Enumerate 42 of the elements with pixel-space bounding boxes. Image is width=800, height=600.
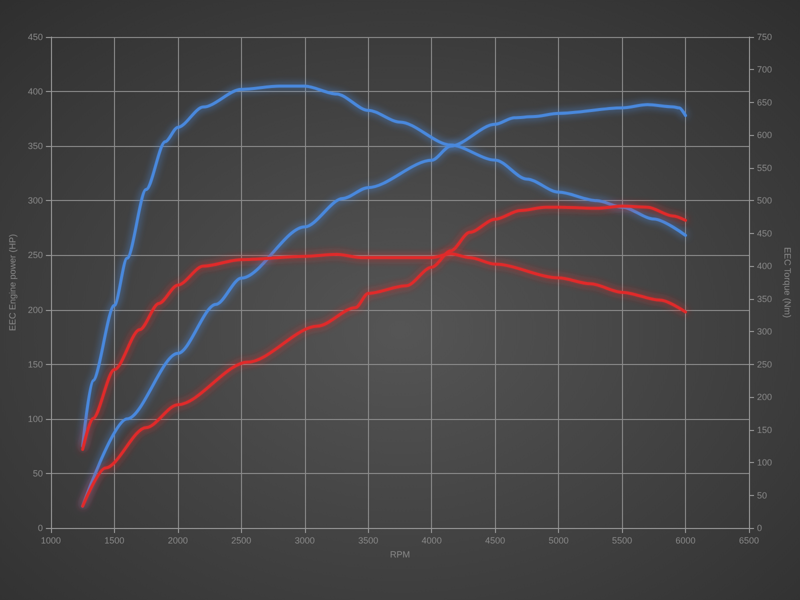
y-tick-label: 100 (28, 414, 43, 424)
y2-tick-label: 650 (757, 97, 772, 108)
y-tick-label: 0 (38, 523, 43, 533)
line-series (81, 204, 688, 508)
y2-tick-label: 750 (757, 32, 772, 42)
y-tick-label: 50 (32, 468, 43, 478)
x-tick-label: 6000 (676, 536, 696, 546)
y2-tick-label: 200 (757, 392, 772, 402)
y-tick-label: 150 (28, 359, 43, 370)
y-tick-label: 200 (28, 304, 43, 315)
x-axis-title: RPM (390, 550, 410, 560)
x-tick-label: 6500 (738, 536, 760, 546)
y2-tick-label: 450 (757, 228, 772, 238)
y2-tick-label: 150 (757, 424, 772, 435)
y2-tick-label: 0 (757, 523, 762, 533)
y-tick-label: 350 (28, 141, 43, 152)
x-tick-label: 5000 (548, 536, 569, 546)
y2-tick-label: 350 (757, 294, 772, 304)
y2-tick-label: 700 (757, 64, 772, 75)
y-tick-label: 450 (28, 32, 43, 42)
y2-tick-label: 250 (757, 359, 772, 370)
y2-tick-label: 50 (757, 490, 768, 500)
x-tick-label: 2500 (231, 536, 252, 546)
y2-tick-label: 500 (757, 196, 772, 206)
x-tick-label: 5500 (612, 536, 632, 546)
y2-tick-label: 550 (757, 162, 772, 173)
y2-tick-label: 600 (757, 130, 772, 140)
y2-tick-label: 100 (757, 458, 772, 468)
x-tick-label: 1000 (40, 536, 61, 546)
y2-tick-label: 400 (757, 261, 772, 272)
x-tick-label: 4000 (422, 536, 442, 546)
y-tick-label: 300 (28, 196, 43, 206)
x-tick-label: 3500 (358, 536, 378, 546)
x-tick-label: 3000 (294, 536, 315, 546)
x-tick-label: 4500 (485, 536, 506, 546)
y-axis-title: EEC Engine power (HP) (8, 234, 18, 332)
y-tick-label: 250 (28, 250, 43, 260)
y-tick-label: 400 (28, 86, 43, 97)
y2-tick-label: 300 (757, 326, 772, 337)
y2-axis-title: EEC Torque (Nm) (782, 247, 792, 318)
x-tick-label: 1500 (104, 536, 124, 546)
x-tick-label: 2000 (168, 536, 188, 546)
